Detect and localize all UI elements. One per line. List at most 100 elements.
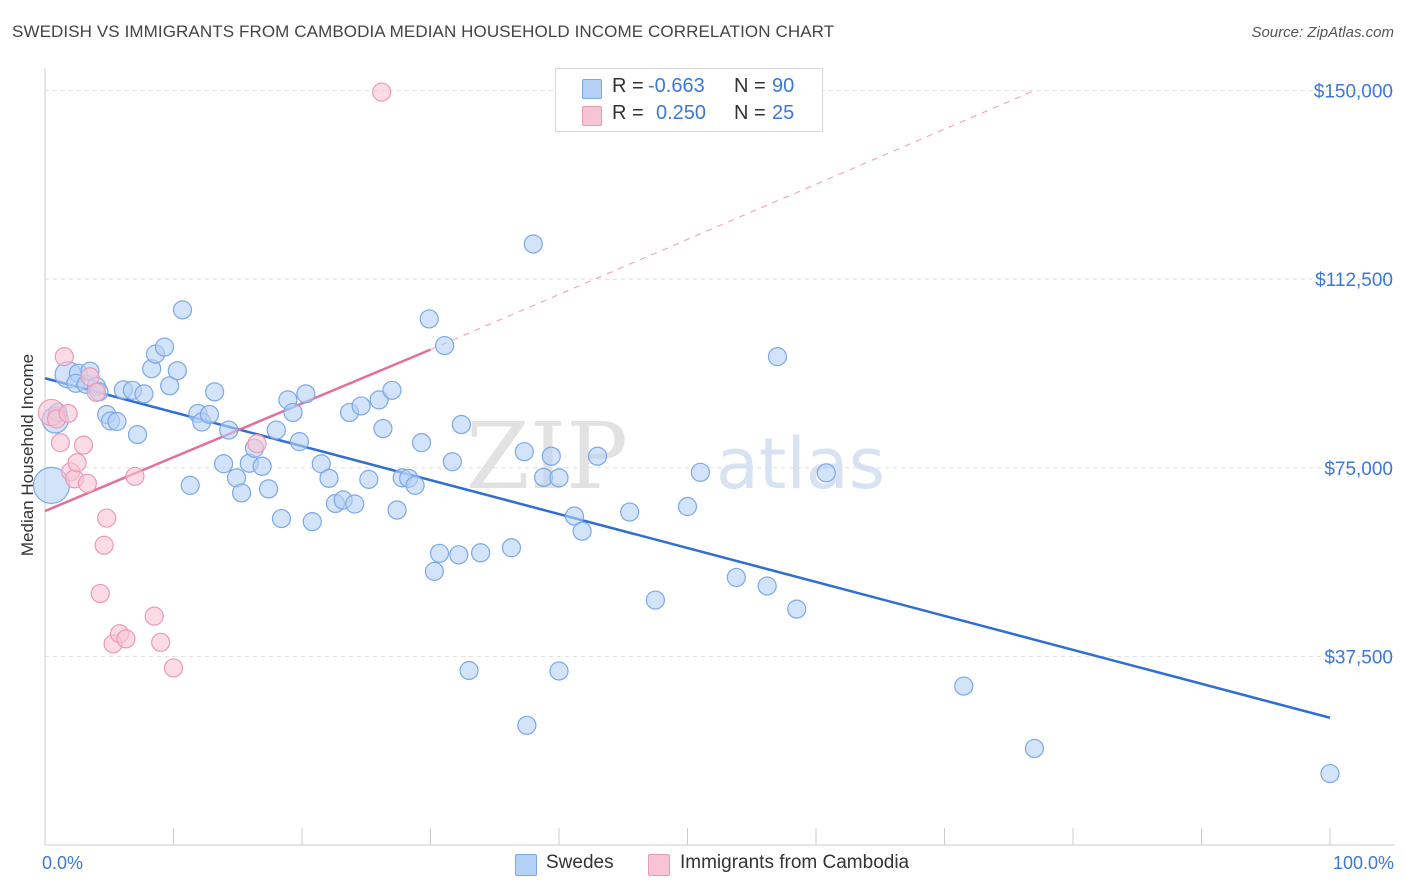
swedes-data-point — [419, 309, 439, 329]
y-tick-label: $37,500 — [1324, 647, 1393, 668]
swedes-legend-swatch-icon — [515, 854, 537, 876]
swedes-data-point — [787, 599, 807, 619]
r-value: 0.250 — [656, 102, 707, 124]
cambodia-data-point — [58, 403, 78, 424]
swedes-data-point — [283, 402, 303, 423]
swedes-data-point — [517, 715, 537, 735]
cambodia-data-point — [247, 434, 267, 454]
swedes-data-point — [172, 300, 193, 320]
x-tick-label-min: 0.0% — [42, 853, 84, 873]
swedes-data-point — [549, 661, 569, 681]
cambodia-data-point — [94, 535, 114, 555]
cambodia-data-point — [86, 382, 107, 402]
swedes-data-point — [167, 361, 187, 381]
swedes-data-point — [1024, 738, 1045, 759]
swedes-data-point — [134, 384, 154, 404]
swedes-data-point — [449, 545, 469, 565]
swedes-data-point — [459, 660, 479, 681]
swedes-data-point — [359, 469, 379, 489]
n-label: N = — [734, 102, 766, 124]
legend-label: Swedes — [546, 852, 614, 873]
swedes-data-point — [252, 456, 272, 476]
swedes-data-point — [302, 512, 322, 532]
swedes-data-point — [564, 506, 585, 526]
cambodia-data-point — [151, 632, 171, 652]
swedes-data-point — [451, 414, 471, 435]
swedes-data-point — [954, 676, 974, 696]
stats-box: R = -0.663 N = 90 R = 0.250 N = 25 — [555, 68, 823, 132]
swedes-data-point — [690, 462, 710, 482]
swedes-data-point — [572, 521, 592, 541]
swedes-data-point — [767, 347, 788, 367]
data-points — [32, 82, 1340, 784]
swedes-data-point — [219, 420, 239, 440]
x-tick-label-max: 100.0% — [1332, 853, 1394, 873]
swedes-data-point — [541, 446, 561, 466]
swedes-data-point — [369, 390, 389, 410]
watermark-atlas: atlas — [716, 423, 885, 505]
swedes-data-point — [435, 335, 455, 356]
cambodia-data-point — [125, 466, 145, 486]
swedes-data-point — [523, 234, 543, 254]
legend: Swedes Immigrants from Cambodia — [0, 852, 1406, 878]
swedes-data-point — [232, 483, 252, 503]
swedes-data-point — [271, 508, 292, 529]
cambodia-data-point — [90, 583, 110, 604]
swedes-data-point — [429, 543, 450, 563]
swedes-data-point — [387, 500, 407, 520]
stats-row-swedes: R = -0.663 N = 90 — [556, 75, 822, 103]
axes — [44, 68, 1395, 846]
swedes-data-point — [289, 432, 310, 452]
swedes-data-point — [180, 475, 200, 495]
cambodia-trend-extension — [430, 90, 1035, 351]
y-tick-labels: $37,500 $75,000 $112,500 $150,000 — [1314, 82, 1393, 669]
cambodia-data-point — [144, 606, 164, 626]
legend-label: Immigrants from Cambodia — [680, 852, 910, 873]
n-value: 25 — [772, 102, 795, 124]
swedes-data-point — [757, 576, 777, 596]
swedes-data-point — [677, 496, 698, 517]
stats-row-cambodia: R = 0.250 N = 25 — [556, 102, 822, 130]
cambodia-data-point — [73, 435, 94, 455]
cambodia-data-point — [54, 347, 74, 367]
r-value: -0.663 — [648, 75, 705, 97]
swedes-data-point — [258, 479, 279, 499]
n-value: 90 — [772, 75, 795, 97]
swedes-data-point — [620, 502, 640, 522]
swedes-data-point — [645, 590, 665, 610]
cambodia-data-point — [163, 658, 184, 678]
swedes-data-point — [424, 561, 444, 581]
swedes-data-point — [351, 396, 371, 416]
swedes-data-point — [319, 468, 339, 488]
trend-lines — [44, 90, 1331, 719]
swedes-data-point — [471, 543, 491, 563]
swedes-data-point — [205, 382, 225, 402]
cambodia-data-point — [372, 82, 392, 102]
swedes-data-point — [345, 494, 365, 514]
swedes-data-point — [411, 433, 432, 453]
y-tick-label: $150,000 — [1314, 82, 1393, 103]
swedes-data-point — [1320, 763, 1340, 784]
swedes-data-point — [405, 475, 425, 495]
r-label: R = — [612, 102, 644, 124]
cambodia-data-point — [77, 473, 98, 493]
swedes-data-point — [382, 380, 402, 400]
swedes-data-point — [296, 384, 316, 404]
n-label: N = — [734, 75, 766, 97]
cambodia-swatch-icon — [582, 106, 602, 126]
y-tick-label: $112,500 — [1315, 270, 1393, 291]
chart-title: SWEDISH VS IMMIGRANTS FROM CAMBODIA MEDI… — [12, 22, 835, 41]
gridlines — [45, 90, 1395, 657]
cambodia-data-point — [50, 433, 71, 453]
swedes-data-point — [514, 442, 534, 462]
cambodia-legend-swatch-icon — [648, 854, 670, 876]
cambodia-data-point — [97, 508, 117, 528]
swedes-data-point — [587, 446, 608, 466]
swedes-data-point — [266, 420, 286, 440]
cambodia-data-point — [67, 453, 87, 473]
swedes-data-point — [160, 376, 180, 396]
cambodia-data-point — [116, 629, 136, 649]
swedes-data-point — [199, 404, 220, 425]
r-label: R = — [612, 75, 644, 97]
